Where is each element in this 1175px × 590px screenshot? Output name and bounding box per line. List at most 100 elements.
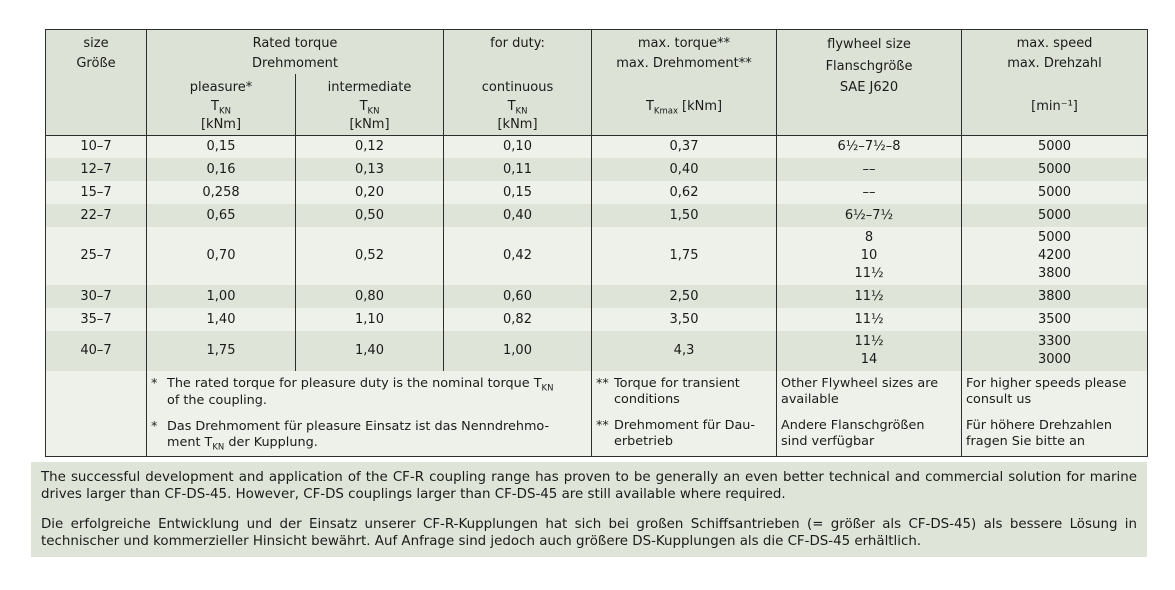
flywheel-cell: ––	[776, 181, 962, 204]
footnote-speed-cell: For higher speeds please consult us Für …	[961, 371, 1148, 457]
intermediate-cell: 0,52	[294, 227, 444, 285]
continuous-cell: 0,60	[443, 285, 592, 308]
header-row-sub: pleasure* TKN [kNm] intermediate TKN [kN…	[46, 74, 1148, 136]
intermediate-cell: 0,13	[294, 158, 444, 181]
continuous-cell: 0,15	[443, 181, 592, 204]
pleasure-label: pleasure*	[189, 80, 253, 95]
footnote-rated-de: * Das Drehmoment für pleasure Einsatz is…	[151, 419, 587, 452]
table-row: 12–7 0,16 0,13 0,11 0,40 –– 5000	[45, 158, 1148, 181]
rated-torque-label-de: Drehmoment	[252, 56, 338, 71]
table-row: 40–7 1,75 1,40 1,00 4,3 11½ 14 3300 3000	[45, 331, 1148, 371]
pleasure-cell: 0,16	[146, 158, 296, 181]
continuous-cell: 0,10	[443, 135, 592, 158]
footnote-marker: *	[151, 376, 158, 391]
table-header: size Größe Rated torque Drehmoment for d…	[45, 29, 1148, 136]
footnote-text: Other Flywheel sizes are available	[781, 376, 939, 407]
footnote-empty-cell	[45, 371, 147, 457]
table-row: 15–7 0,258 0,20 0,15 0,62 –– 5000	[45, 181, 1148, 204]
max-torque-cell: 1,50	[591, 204, 777, 227]
notes-paragraph-en: The successful development and applicati…	[41, 470, 1137, 503]
footnote-text: Für höhere Drehzahlen fragen Sie bitte a…	[966, 418, 1112, 449]
footnote-rated-torque-cell: * The rated torque for pleasure duty is …	[145, 371, 592, 457]
max-torque-label-de: max. Drehmoment**	[616, 56, 752, 71]
intermediate-torque-symbol: TKN	[359, 99, 380, 117]
speed-cell: 3800	[961, 285, 1148, 308]
max-torque-cell: 0,37	[591, 135, 777, 158]
footnote-marker: *	[151, 419, 158, 435]
size-cell: 15–7	[45, 181, 147, 204]
max-torque-cell: 2,50	[591, 285, 777, 308]
intermediate-cell: 1,40	[294, 331, 444, 371]
flywheel-cell: ––	[776, 158, 962, 181]
footnote-marker: **	[596, 376, 609, 391]
size-cell: 40–7	[45, 331, 147, 371]
intermediate-label: intermediate	[327, 80, 412, 95]
col-header-max-torque: max. torque** max. Drehmoment** TKmax [kN…	[591, 29, 777, 136]
continuous-cell: 1,00	[443, 331, 592, 371]
continuous-cell: 0,11	[443, 158, 592, 181]
speed-cell: 5000	[961, 204, 1148, 227]
pleasure-torque-symbol: TKN	[211, 99, 231, 117]
footnote-flywheel-cell: Other Flywheel sizes are available Ander…	[776, 371, 962, 457]
intermediate-cell: 0,20	[294, 181, 444, 204]
speed-cell: 5000 4200 3800	[961, 227, 1148, 285]
intermediate-cell: 0,80	[294, 285, 444, 308]
footnote-text: The rated torque for pleasure duty is th…	[167, 376, 554, 409]
speed-cell: 5000	[961, 181, 1148, 204]
spacer	[446, 54, 589, 78]
pleasure-cell: 1,75	[146, 331, 296, 371]
table-row: 25–7 0,70 0,52 0,42 1,75 8 10 11½ 5000 4…	[45, 227, 1148, 285]
footnote-text: Drehmoment für Dau- erbetrieb	[614, 418, 756, 449]
coupling-spec-table: size Größe Rated torque Drehmoment for d…	[45, 29, 1149, 458]
speed-cell: 3300 3000	[961, 331, 1148, 371]
spacer	[594, 74, 774, 98]
speed-cell: 5000	[961, 135, 1148, 158]
footnote-text: Das Drehmoment für pleasure Einsatz ist …	[167, 419, 550, 453]
col-header-flywheel: flywheel size Flanschgröße SAE J620	[776, 29, 962, 136]
max-speed-label-de: max. Drehzahl	[1007, 56, 1102, 71]
pleasure-cell: 0,258	[146, 181, 296, 204]
flywheel-label-de: Flanschgröße	[825, 59, 913, 74]
size-cell: 30–7	[45, 285, 147, 308]
col-header-duty: for duty: continuous TKN [kNm]	[443, 29, 592, 136]
size-cell: 22–7	[45, 204, 147, 227]
footnote-text: For higher speeds please consult us	[966, 376, 1127, 407]
footnote-max-torque-en: ** Torque for transient conditions	[596, 376, 772, 408]
continuous-cell: 0,82	[443, 308, 592, 331]
col-header-size: size Größe	[45, 29, 147, 136]
continuous-cell: 0,40	[443, 204, 592, 227]
flywheel-standard: SAE J620	[839, 80, 899, 95]
flywheel-label-en: flywheel size	[827, 37, 911, 52]
footnote-text: Andere Flanschgrößen sind verfügbar	[781, 418, 925, 449]
pleasure-cell: 1,00	[146, 285, 296, 308]
flywheel-cell: 6½–7½–8	[776, 135, 962, 158]
pleasure-cell: 1,40	[146, 308, 296, 331]
continuous-cell: 0,42	[443, 227, 592, 285]
max-torque-label-en: max. torque**	[637, 36, 731, 51]
footnote-text: Torque for transient conditions	[614, 376, 740, 407]
max-speed-label-en: max. speed	[1016, 36, 1093, 51]
intermediate-cell: 1,10	[294, 308, 444, 331]
footnote-max-torque-cell: ** Torque for transient conditions ** Dr…	[591, 371, 777, 457]
rated-torque-label-en: Rated torque	[252, 36, 338, 51]
col-header-intermediate: intermediate TKN [kNm]	[294, 74, 444, 136]
footnote-row: * The rated torque for pleasure duty is …	[45, 371, 1148, 457]
spacer	[964, 74, 1145, 98]
flywheel-cell: 6½–7½	[776, 204, 962, 227]
duty-torque-unit: [kNm]	[497, 117, 538, 132]
speed-cell: 3500	[961, 308, 1148, 331]
pleasure-torque-unit: [kNm]	[200, 117, 242, 132]
flywheel-cell: 11½ 14	[776, 331, 962, 371]
duty-continuous-label: continuous	[481, 80, 554, 95]
size-cell: 10–7	[45, 135, 147, 158]
pleasure-cell: 0,70	[146, 227, 296, 285]
intermediate-cell: 0,50	[294, 204, 444, 227]
notes-paragraph-de: Die erfolgreiche Entwicklung und der Ein…	[41, 517, 1137, 550]
max-speed-unit: [min⁻¹]	[1031, 99, 1078, 114]
max-torque-cell: 4,3	[591, 331, 777, 371]
size-label-en: size	[83, 36, 109, 51]
table-body: 10–7 0,15 0,12 0,10 0,37 6½–7½–8 5000 12…	[45, 135, 1148, 457]
coupling-datasheet-page: size Größe Rated torque Drehmoment for d…	[0, 29, 1175, 558]
col-header-rated-torque: Rated torque Drehmoment	[145, 29, 444, 74]
pleasure-cell: 0,15	[146, 135, 296, 158]
